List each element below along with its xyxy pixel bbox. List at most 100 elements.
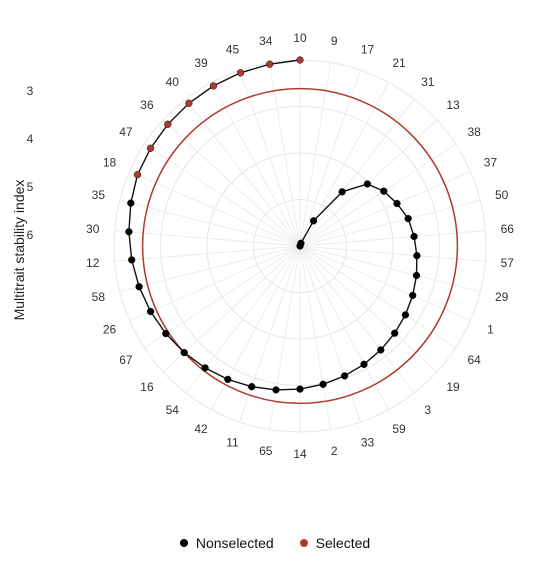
- point-nonselected-12: [128, 256, 136, 264]
- point-nonselected-38: [380, 187, 388, 195]
- category-label-65: 65: [259, 444, 273, 458]
- point-nonselected-21: [309, 217, 318, 225]
- point-nonselected-16: [180, 348, 188, 357]
- category-label-26: 26: [103, 323, 117, 337]
- grid-spoke-21: [239, 245, 301, 423]
- category-label-37: 37: [484, 155, 498, 169]
- grid-spoke-37: [268, 62, 301, 247]
- category-label-2: 2: [331, 444, 338, 458]
- grid-spoke-6: [299, 143, 456, 247]
- point-nonselected-3: [377, 346, 385, 354]
- category-label-39: 39: [194, 56, 208, 70]
- point-selected-36: [164, 120, 172, 128]
- r-tick-label-1: 4: [27, 132, 34, 146]
- category-label-13: 13: [446, 98, 460, 112]
- category-label-42: 42: [194, 422, 208, 436]
- point-nonselected-42: [224, 375, 232, 384]
- category-label-14: 14: [293, 447, 307, 461]
- point-nonselected-26: [146, 307, 155, 316]
- point-nonselected-29: [412, 271, 421, 280]
- point-nonselected-1: [409, 291, 417, 300]
- category-label-21: 21: [392, 56, 406, 70]
- category-label-16: 16: [140, 380, 154, 394]
- grid-spoke-14: [299, 245, 438, 373]
- point-nonselected-54: [201, 364, 209, 372]
- grid-spoke-28: [114, 245, 301, 262]
- category-label-64: 64: [467, 353, 481, 367]
- legend-item-nonselected: Nonselected: [179, 535, 274, 551]
- legend-label-nonselected: Nonselected: [195, 535, 274, 551]
- category-label-29: 29: [495, 290, 509, 304]
- point-nonselected-65: [272, 386, 280, 394]
- category-label-45: 45: [226, 42, 240, 56]
- grid-spoke-33: [162, 119, 301, 247]
- category-label-10: 10: [293, 31, 307, 45]
- category-label-9: 9: [331, 34, 338, 48]
- grid-spoke-32: [144, 143, 301, 247]
- category-label-17: 17: [361, 42, 375, 56]
- grid-spoke-20: [268, 245, 301, 430]
- grid-spoke-34: [185, 98, 301, 247]
- grid-spoke-27: [119, 245, 301, 293]
- grid-spoke-31: [129, 170, 301, 247]
- category-label-54: 54: [166, 403, 180, 417]
- grid-spoke-17: [299, 245, 361, 423]
- category-label-34: 34: [259, 34, 273, 48]
- grid-spoke-4: [299, 98, 415, 247]
- point-nonselected-2: [319, 380, 327, 388]
- grid-spoke-2: [299, 69, 361, 247]
- legend-marker-nonselected: [179, 539, 188, 547]
- grid-spoke-36: [239, 69, 301, 247]
- grid-spoke-11: [299, 245, 481, 293]
- grid-spoke-8: [299, 199, 481, 247]
- grid-spoke-30: [119, 199, 301, 247]
- grid-spoke-35: [211, 82, 301, 247]
- point-selected-10: [296, 56, 304, 64]
- legend-label-selected: Selected: [315, 535, 371, 551]
- point-nonselected-57: [413, 252, 421, 260]
- point-nonselected-67: [162, 329, 170, 338]
- grid-spoke-10: [299, 245, 486, 262]
- grid-spoke-16: [299, 245, 389, 410]
- category-label-1: 1: [487, 323, 494, 337]
- point-nonselected-11: [248, 383, 256, 391]
- point-nonselected-59: [360, 360, 368, 368]
- y-axis-label: Multitrait stability index: [11, 180, 27, 321]
- category-label-18: 18: [103, 155, 117, 169]
- category-label-35: 35: [92, 188, 106, 202]
- point-nonselected-35: [127, 199, 135, 207]
- point-selected-45: [236, 69, 245, 77]
- category-label-19: 19: [446, 380, 460, 394]
- category-label-11: 11: [226, 436, 239, 450]
- r-tick-label-2: 5: [27, 180, 34, 194]
- category-label-3: 3: [424, 403, 431, 417]
- grid-spoke-26: [129, 245, 301, 322]
- category-label-57: 57: [501, 256, 515, 270]
- point-selected-47: [146, 144, 155, 152]
- r-tick-label-3: 6: [27, 228, 34, 242]
- category-label-40: 40: [166, 75, 180, 89]
- grid-spoke-25: [144, 245, 301, 349]
- point-nonselected-37: [393, 199, 401, 208]
- category-label-50: 50: [495, 188, 509, 202]
- category-label-58: 58: [92, 290, 106, 304]
- point-selected-40: [185, 99, 193, 107]
- grid-spoke-1: [299, 62, 332, 247]
- grid-spoke-15: [299, 245, 415, 394]
- point-nonselected-14: [296, 385, 304, 393]
- point-nonselected-64: [401, 311, 410, 319]
- point-nonselected-13: [363, 180, 372, 188]
- category-label-66: 66: [501, 222, 515, 236]
- category-label-38: 38: [467, 125, 481, 139]
- point-nonselected-30: [125, 228, 133, 236]
- category-label-31: 31: [421, 75, 435, 89]
- category-label-36: 36: [140, 98, 154, 112]
- point-nonselected-33: [340, 372, 349, 380]
- grid-spoke-18: [299, 245, 332, 430]
- grid-spoke-29: [114, 230, 301, 247]
- point-selected-18: [133, 171, 142, 179]
- category-label-67: 67: [119, 353, 133, 367]
- point-nonselected-58: [135, 283, 143, 291]
